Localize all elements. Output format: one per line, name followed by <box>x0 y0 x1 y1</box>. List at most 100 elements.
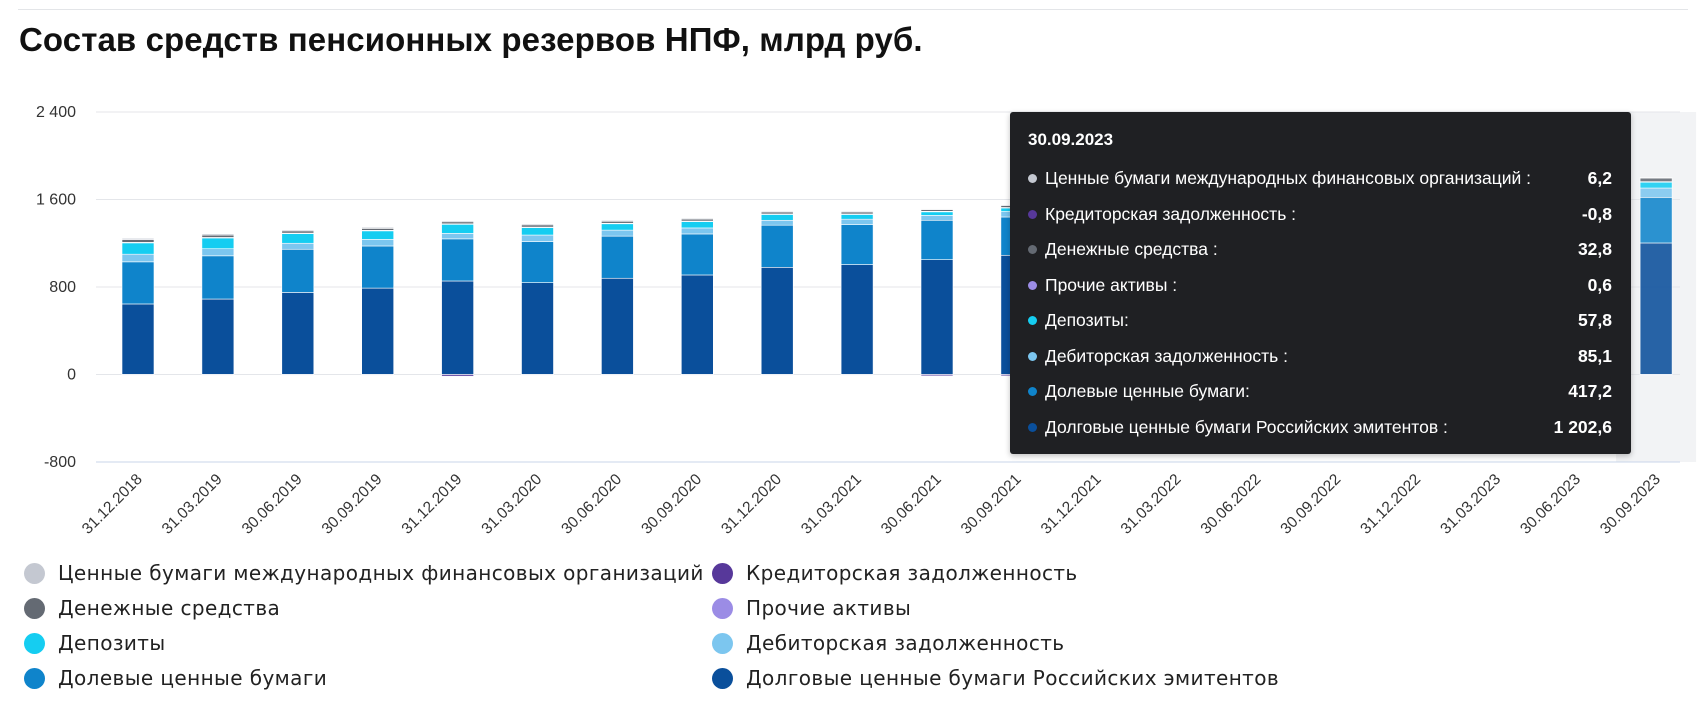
bar-segment[interactable] <box>1639 242 1673 375</box>
chart-tooltip: 30.09.2023 Ценные бумаги международных ф… <box>1010 112 1631 454</box>
legend-item[interactable]: Депозиты <box>24 631 166 655</box>
bar-segment[interactable] <box>680 374 714 376</box>
bar-segment[interactable] <box>121 238 155 240</box>
legend-item[interactable]: Кредиторская задолженность <box>712 561 1078 585</box>
bar-segment[interactable] <box>121 374 155 376</box>
bar-segment[interactable] <box>840 218 874 225</box>
legend-item[interactable]: Долговые ценные бумаги Российских эмитен… <box>712 666 1279 690</box>
bar-segment[interactable] <box>121 303 155 375</box>
bar-segment[interactable] <box>521 234 554 242</box>
bar-segment[interactable] <box>361 374 395 376</box>
bar-segment[interactable] <box>680 217 714 220</box>
bar-segment[interactable] <box>201 234 235 238</box>
bar-segment[interactable] <box>920 219 954 260</box>
bar-segment[interactable] <box>281 229 315 232</box>
bar-segment[interactable] <box>441 223 474 234</box>
tooltip-series-name: Дебиторская задолженность : <box>1045 345 1288 366</box>
bar-segment[interactable] <box>601 223 634 231</box>
bar-segment[interactable] <box>760 219 794 226</box>
tooltip-series-name: Депозиты: <box>1045 310 1129 331</box>
bar-segment[interactable] <box>601 235 634 279</box>
bar-segment[interactable] <box>121 253 155 263</box>
tooltip-dot-icon <box>1028 422 1037 432</box>
bar-segment[interactable] <box>1639 181 1673 189</box>
tooltip-row: Кредиторская задолженность : -0,8 <box>1028 197 1612 233</box>
x-tick-label: 30.06.2020 <box>558 471 625 538</box>
bar-segment[interactable] <box>521 224 554 228</box>
legend-item[interactable]: Дебиторская задолженность <box>712 631 1064 655</box>
bar-segment[interactable] <box>201 237 235 250</box>
bar-segment[interactable] <box>680 233 714 276</box>
bar-segment[interactable] <box>521 223 554 226</box>
bar-segment[interactable] <box>840 374 874 376</box>
bar-segment[interactable] <box>281 230 315 234</box>
bar-segment[interactable] <box>1639 177 1673 182</box>
bar-segment[interactable] <box>760 224 794 268</box>
bar-segment[interactable] <box>601 220 634 222</box>
bar-segment[interactable] <box>840 213 874 220</box>
bar-segment[interactable] <box>920 374 954 377</box>
tooltip-series-value: 57,8 <box>1577 310 1612 331</box>
bar-segment[interactable] <box>1639 197 1673 244</box>
bar-segment[interactable] <box>441 374 474 377</box>
bar-segment[interactable] <box>361 287 395 375</box>
bar-segment[interactable] <box>121 239 155 243</box>
bar-segment[interactable] <box>840 210 874 213</box>
bar-segment[interactable] <box>281 248 315 293</box>
bar-segment[interactable] <box>281 292 315 375</box>
tooltip-dot-icon <box>1028 174 1037 184</box>
bar-segment[interactable] <box>441 233 474 240</box>
bar-segment[interactable] <box>521 282 554 375</box>
bar-segment[interactable] <box>441 280 474 375</box>
bar-segment[interactable] <box>1639 187 1673 198</box>
legend-item[interactable]: Ценные бумаги международных финансовых о… <box>24 561 704 585</box>
bar-segment[interactable] <box>601 229 634 237</box>
top-divider <box>18 9 1688 10</box>
tooltip-series-name: Денежные средства : <box>1045 239 1218 260</box>
x-tick-label: 31.03.2019 <box>159 471 226 538</box>
bar-segment[interactable] <box>920 208 954 210</box>
bar-segment[interactable] <box>840 224 874 265</box>
bar-segment[interactable] <box>441 238 474 282</box>
bar-segment[interactable] <box>680 274 714 375</box>
legend-item[interactable]: Долевые ценные бумаги <box>24 666 327 690</box>
bar-segment[interactable] <box>1639 177 1673 179</box>
bar-segment[interactable] <box>201 248 235 257</box>
bar-segment[interactable] <box>201 233 235 236</box>
bar-segment[interactable] <box>281 242 315 250</box>
bar-segment[interactable] <box>281 374 315 376</box>
bar-segment[interactable] <box>121 261 155 305</box>
bar-segment[interactable] <box>601 277 634 375</box>
y-tick-label: 2 400 <box>36 104 76 121</box>
bar-segment[interactable] <box>601 374 634 376</box>
bar-segment[interactable] <box>1639 374 1673 376</box>
bar-segment[interactable] <box>361 230 395 240</box>
bar-segment[interactable] <box>201 374 235 376</box>
bar-segment[interactable] <box>521 227 554 236</box>
bar-segment[interactable] <box>760 213 794 221</box>
legend-item[interactable]: Прочие активы <box>712 596 911 620</box>
bar-segment[interactable] <box>920 215 954 221</box>
bar-segment[interactable] <box>361 239 395 247</box>
x-tick-label: 31.12.2021 <box>1038 471 1105 538</box>
bar-segment[interactable] <box>201 255 235 300</box>
bar-segment[interactable] <box>920 259 954 375</box>
bar-segment[interactable] <box>281 233 315 244</box>
bar-segment[interactable] <box>760 267 794 375</box>
bar-segment[interactable] <box>760 374 794 376</box>
x-tick-label: 31.12.2018 <box>79 471 146 538</box>
bar-segment[interactable] <box>840 264 874 375</box>
bar-segment[interactable] <box>361 245 395 289</box>
bar-segment[interactable] <box>441 220 474 223</box>
bar-segment[interactable] <box>760 210 794 213</box>
tooltip-series-value: 85,1 <box>1577 345 1612 366</box>
bar-segment[interactable] <box>361 226 395 229</box>
bar-segment[interactable] <box>201 298 235 375</box>
bar-segment[interactable] <box>680 227 714 235</box>
bar-segment[interactable] <box>680 221 714 229</box>
bar-segment[interactable] <box>121 242 155 255</box>
x-tick-label: 30.06.2022 <box>1198 471 1265 538</box>
bar-segment[interactable] <box>521 374 554 376</box>
bar-segment[interactable] <box>521 241 554 283</box>
legend-item[interactable]: Денежные средства <box>24 596 280 620</box>
